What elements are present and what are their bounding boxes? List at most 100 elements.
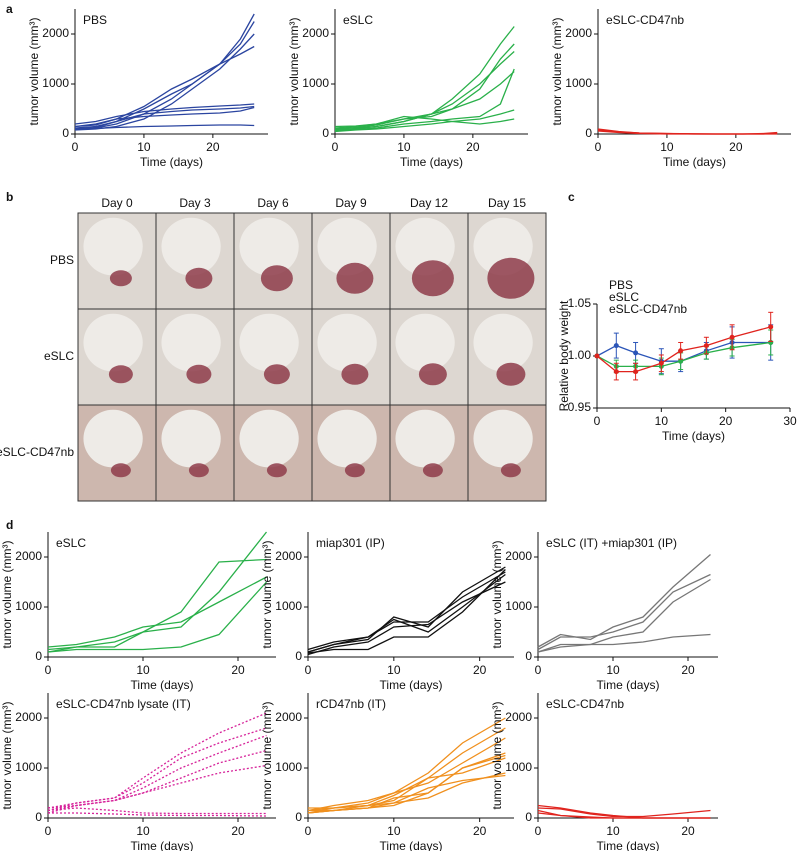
series-line [47, 576, 267, 648]
column-label: Day 0 [101, 196, 133, 210]
column-label: Day 9 [335, 196, 367, 210]
row-label: eSLC [44, 349, 74, 363]
series-line [74, 13, 255, 130]
series-line [597, 128, 778, 135]
x-axis-label: Time (days) [380, 839, 443, 851]
photo-fur [161, 217, 221, 276]
y-tick-label: 1000 [275, 760, 302, 774]
x-tick-label: 0 [535, 824, 542, 838]
photo-fur [83, 409, 143, 468]
x-axis-label: Time (days) [400, 155, 463, 169]
series-line [537, 807, 711, 818]
data-point [613, 343, 619, 349]
series-line [537, 573, 711, 651]
row-label: PBS [50, 253, 74, 267]
photo-fur [239, 409, 299, 468]
data-point [678, 348, 684, 354]
x-tick-label: 10 [387, 663, 401, 677]
series-line [334, 109, 515, 133]
series-line [334, 71, 515, 130]
photo-tumor [110, 463, 131, 478]
series-line [537, 554, 711, 648]
x-tick-label: 0 [535, 663, 542, 677]
y-axis-label: tumor volume (mm³) [0, 701, 14, 809]
y-tick-label: 0 [35, 649, 42, 663]
photo-fur [473, 409, 533, 468]
series-line [74, 21, 255, 128]
y-tick-label: 0 [35, 810, 42, 824]
y-tick-label: 1000 [505, 599, 532, 613]
photo-tumor [188, 463, 209, 478]
series-line [334, 115, 515, 128]
series-line [537, 633, 711, 653]
y-tick-label: 2000 [302, 26, 329, 40]
photo-tumor [344, 463, 365, 478]
chart-label: eSLC [56, 536, 86, 550]
x-tick-label: 0 [72, 140, 79, 154]
y-axis-label: tumor volume (mm³) [287, 17, 301, 125]
x-tick-label: 10 [606, 663, 620, 677]
data-point [613, 369, 619, 375]
x-tick-label: 20 [681, 824, 695, 838]
y-axis-label: tumor volume (mm³) [490, 540, 504, 648]
photo-tumor [411, 260, 454, 297]
legend-entry: eSLC [609, 290, 639, 304]
y-tick-label: 0 [62, 126, 69, 140]
photo-fur [239, 217, 299, 276]
data-point [633, 350, 639, 356]
photo-fur [395, 217, 455, 276]
y-axis-label: tumor volume (mm³) [27, 17, 41, 125]
chart-label: eSLC [343, 13, 373, 27]
x-axis-label: Time (days) [131, 839, 194, 851]
x-tick-label: 20 [719, 414, 733, 428]
photo-tumor [186, 364, 212, 384]
y-tick-label: 2000 [15, 710, 42, 724]
series-line [74, 105, 255, 130]
legend-entry: eSLC-CD47nb [609, 302, 687, 316]
x-tick-label: 0 [305, 663, 312, 677]
x-axis-label: Time (days) [662, 429, 725, 443]
x-tick-label: 20 [681, 663, 695, 677]
x-tick-label: 10 [606, 824, 620, 838]
chart-label: PBS [83, 13, 107, 27]
series-line [307, 754, 506, 814]
x-tick-label: 0 [305, 824, 312, 838]
x-tick-label: 10 [660, 140, 674, 154]
y-axis-label: tumor volume (mm³) [260, 701, 274, 809]
x-axis-label: Time (days) [597, 678, 660, 692]
chart-label: eSLC-CD47nb [546, 697, 624, 711]
data-point [633, 369, 639, 375]
y-tick-label: 0 [295, 649, 302, 663]
chart-label: miap301 (IP) [316, 536, 385, 550]
series-line [537, 578, 711, 653]
y-tick-label: 1000 [15, 599, 42, 613]
photo-fur [161, 409, 221, 468]
x-axis-label: Time (days) [131, 678, 194, 692]
chart-label: eSLC-CD47nb [606, 13, 684, 27]
photo-fur [317, 409, 377, 468]
y-tick-label: 0 [525, 649, 532, 663]
legend-entry: PBS [609, 278, 633, 292]
photo-fur [395, 313, 455, 372]
data-point [658, 360, 664, 366]
y-axis-label: Relative body weight [557, 300, 571, 411]
series-line [74, 124, 255, 131]
photo-tumor [422, 463, 443, 478]
series-line [307, 566, 506, 653]
y-tick-label: 1000 [15, 760, 42, 774]
photo-tumor [496, 362, 526, 386]
series-line [596, 341, 771, 368]
series-line [47, 712, 267, 812]
series-line [537, 812, 711, 819]
y-tick-label: 2000 [275, 549, 302, 563]
y-axis-label: tumor volume (mm³) [490, 701, 504, 809]
photo-tumor [260, 265, 293, 292]
chart-label: rCD47nb (IT) [316, 697, 386, 711]
x-tick-label: 30 [783, 414, 797, 428]
y-tick-label: 1000 [42, 76, 69, 90]
x-axis-label: Time (days) [380, 678, 443, 692]
y-tick-label: 1000 [275, 599, 302, 613]
series-line [74, 103, 255, 125]
x-tick-label: 10 [655, 414, 669, 428]
series-line [596, 341, 771, 362]
